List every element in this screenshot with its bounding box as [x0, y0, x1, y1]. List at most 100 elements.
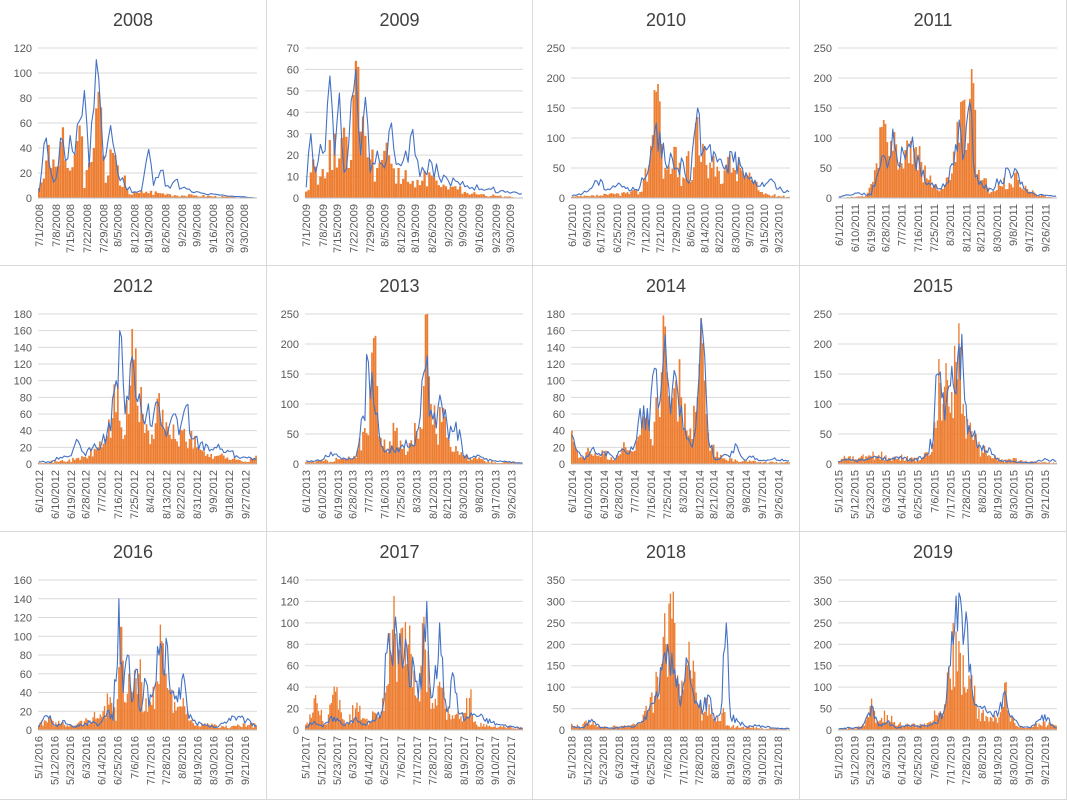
line-series: [838, 101, 1057, 198]
bar: [578, 727, 580, 730]
bar: [682, 689, 685, 730]
y-tick-label: 300: [814, 596, 832, 608]
y-tick-label: 200: [814, 73, 832, 85]
bar: [124, 434, 126, 464]
bar: [238, 725, 240, 730]
bar: [233, 457, 236, 464]
bar: [975, 704, 977, 730]
x-tick-label: 7/6/2019: [930, 736, 942, 779]
bar: [782, 195, 785, 198]
bar: [171, 689, 173, 730]
bar: [858, 458, 860, 464]
y-tick-label: 0: [826, 193, 832, 205]
y-tick-label: 80: [20, 93, 32, 105]
bar: [848, 727, 850, 730]
bar: [921, 724, 923, 730]
bar: [57, 462, 60, 464]
bar: [392, 422, 395, 464]
bar: [572, 441, 575, 464]
bar: [859, 196, 862, 198]
bar: [579, 456, 582, 464]
line-series: [38, 598, 257, 728]
chart-panel-2017: 2017 0 20 40 60 80 100 120 140 5/1/2017 5/12/2017 5…: [267, 532, 533, 800]
bar: [446, 719, 448, 730]
x-tick-label: 9/30/2008: [239, 204, 251, 253]
bar: [749, 727, 752, 730]
bar: [437, 444, 439, 464]
bar: [73, 725, 76, 730]
bar: [755, 462, 758, 464]
bar: [965, 692, 967, 730]
bar: [490, 726, 492, 730]
bar: [431, 424, 434, 464]
bar: [366, 157, 369, 198]
bar: [70, 462, 73, 464]
x-tick-label: 6/3/2017: [348, 736, 360, 779]
bar: [1038, 723, 1040, 730]
bar: [495, 727, 498, 730]
bar: [1033, 192, 1036, 198]
bar: [617, 193, 620, 198]
x-tick-label: 8/21/2011: [976, 204, 988, 252]
bar: [394, 431, 397, 464]
bar: [992, 458, 994, 464]
bar: [485, 195, 488, 198]
bar: [344, 724, 347, 730]
bar: [757, 190, 760, 198]
bar: [644, 418, 647, 464]
bar: [770, 461, 772, 464]
bar: [641, 423, 643, 464]
bar: [133, 191, 136, 198]
bar: [655, 91, 658, 198]
bar: [718, 171, 720, 198]
bar: [480, 722, 482, 730]
bar: [1012, 187, 1014, 198]
bar: [751, 727, 753, 730]
bar: [204, 723, 206, 730]
bar: [785, 728, 788, 730]
bar: [1003, 177, 1005, 198]
x-tick-label: 9/21/2016: [240, 736, 252, 785]
chart-panel-2011: 2011 0 50 100 150 200 250 6/1/2011 6/10/2011 6/19…: [800, 0, 1067, 266]
bar: [1041, 725, 1043, 730]
bar: [658, 417, 661, 464]
bar: [447, 189, 450, 198]
bar: [1008, 183, 1011, 198]
bar: [401, 627, 404, 730]
bar: [986, 455, 989, 464]
bar: [435, 434, 438, 464]
bar: [224, 727, 226, 730]
bar: [173, 701, 176, 730]
line-series: [571, 318, 790, 462]
bar: [912, 458, 914, 464]
bar: [316, 703, 318, 730]
bar: [176, 707, 179, 730]
bar: [612, 460, 614, 464]
bar: [483, 461, 486, 464]
bar: [142, 712, 144, 730]
x-tick-label: 5/12/2015: [849, 470, 861, 519]
bar: [88, 724, 90, 730]
bar: [732, 168, 735, 198]
bar: [1044, 196, 1047, 198]
bar: [727, 725, 729, 730]
bar: [943, 386, 946, 464]
bar: [314, 166, 317, 198]
bar: [351, 458, 354, 464]
bar: [1045, 727, 1047, 730]
x-tick-label: 7/16/2013: [380, 470, 392, 519]
bar: [849, 727, 851, 730]
bar: [906, 723, 909, 730]
bar: [757, 728, 759, 730]
bar: [359, 131, 362, 198]
bar: [615, 726, 617, 730]
bar: [214, 195, 217, 198]
bar: [942, 715, 944, 730]
bar: [512, 462, 514, 464]
bar: [926, 452, 929, 464]
bar: [417, 695, 419, 730]
chart-title: 2017: [379, 542, 420, 562]
bar: [202, 194, 205, 198]
bar: [43, 720, 46, 730]
